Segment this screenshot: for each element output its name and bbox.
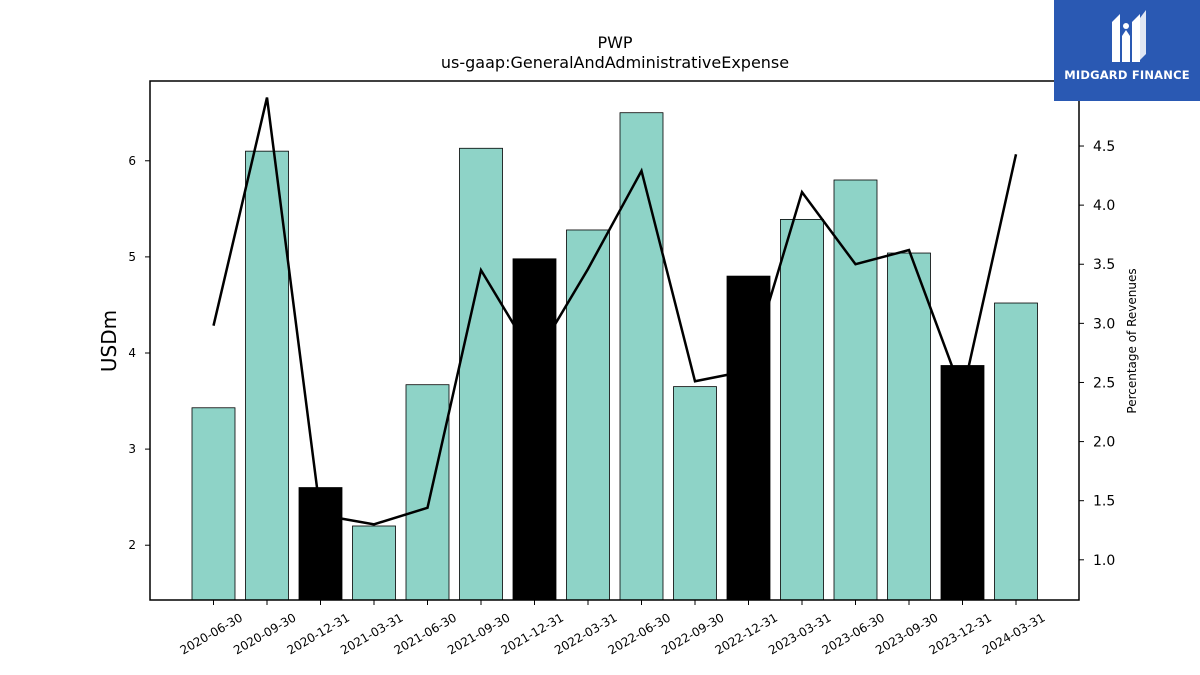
x-axis: 2020-06-302020-09-302020-12-312021-03-31… <box>178 600 1048 657</box>
bar <box>352 525 396 601</box>
percentage-line <box>212 97 1018 526</box>
bar <box>512 258 557 601</box>
y2-tick-label: 3.0 <box>1093 316 1115 332</box>
y-axis-label: USDm <box>97 310 121 372</box>
y2-tick-label: 2.0 <box>1093 435 1115 451</box>
y-tick-label: 4 <box>128 346 136 360</box>
bar <box>726 275 771 601</box>
y2-tick-label: 3.5 <box>1093 257 1115 273</box>
bar <box>673 386 717 601</box>
bar <box>780 218 824 601</box>
brand-name: MIDGARD FINANCE <box>1064 68 1190 82</box>
y-tick-label: 5 <box>128 250 136 264</box>
y-tick-label: 3 <box>128 442 136 456</box>
y2-tick-label: 4.5 <box>1093 139 1115 155</box>
bar <box>459 147 503 601</box>
chart-title: PWP <box>597 33 632 52</box>
bar <box>191 407 236 601</box>
bars-group <box>191 112 1038 601</box>
bar <box>940 365 985 601</box>
bar <box>245 150 289 601</box>
y2-axis-label: Percentage of Revenues <box>1125 268 1139 413</box>
bar <box>994 302 1038 601</box>
y2-tick-label: 4.0 <box>1093 198 1115 214</box>
bar <box>405 384 450 601</box>
bar <box>619 112 664 601</box>
line-group <box>212 97 1018 526</box>
y-tick-label: 2 <box>128 538 136 552</box>
plot-frame <box>149 80 1080 601</box>
bar <box>298 487 343 601</box>
bar <box>887 252 931 601</box>
y2-tick-label: 1.0 <box>1093 553 1115 569</box>
y2-tick-label: 1.5 <box>1093 494 1115 510</box>
bar <box>833 179 878 601</box>
brand-logo: MIDGARD FINANCE <box>1054 0 1200 101</box>
midgard-logo-icon <box>1112 10 1146 62</box>
y-axis-right: 1.0 1.5 2.0 2.5 3.0 3.5 4.0 4.5 <box>1079 139 1115 569</box>
bar <box>566 229 610 601</box>
y2-tick-label: 2.5 <box>1093 375 1115 391</box>
chart-subtitle: us-gaap:GeneralAndAdministrativeExpense <box>441 53 789 72</box>
y-tick-label: 6 <box>128 154 136 168</box>
y-axis-left: 2 3 4 5 6 <box>128 154 150 552</box>
